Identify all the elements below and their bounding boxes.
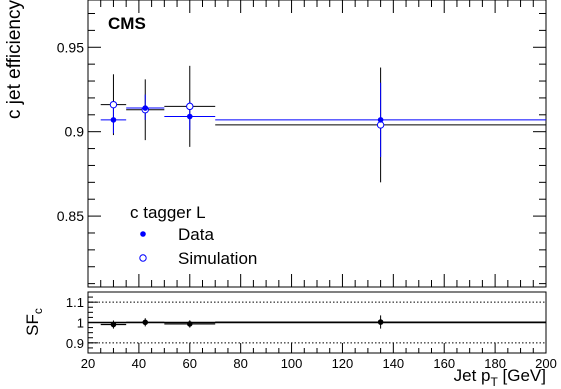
- legend: c tagger L Data Simulation: [130, 203, 257, 268]
- simulation-point: [376, 121, 385, 129]
- legend-data-marker: [140, 231, 146, 237]
- ratio-y-axis-label: SFc: [23, 308, 45, 336]
- x-tick-label: 60: [183, 356, 197, 371]
- main-plot-frame: [87, 0, 547, 288]
- x-axis-label-sub: T: [490, 375, 498, 389]
- x-axis-label-main: Jet p: [454, 366, 491, 385]
- ratio-y-tick-label: 1.1: [66, 295, 84, 310]
- sf-point: [377, 319, 384, 325]
- main-y-ticks: 0.85 0.9 0.95: [57, 13, 546, 285]
- x-tick-label: 80: [233, 356, 247, 371]
- x-tick-label: 180: [484, 356, 506, 371]
- x-tick-label: 40: [132, 356, 146, 371]
- ratio-y-ticks: 0.9 1 1.1: [66, 295, 98, 351]
- legend-simulation-marker: [139, 254, 147, 262]
- x-tick-label: 100: [281, 356, 303, 371]
- legend-simulation-label: Simulation: [178, 249, 257, 268]
- sf-point: [186, 321, 193, 327]
- data-point: [142, 105, 149, 111]
- ratio-y-tick-label: 0.9: [66, 336, 84, 351]
- x-axis-label-unit: [GeV]: [498, 366, 546, 385]
- main-y-tick-label: 0.9: [65, 124, 85, 140]
- main-data-marks: [100, 65, 546, 183]
- legend-title: c tagger L: [130, 203, 206, 222]
- simulation-point: [186, 102, 194, 111]
- experiment-label: CMS: [108, 14, 146, 33]
- ratio-y-tick-label: 1: [77, 316, 84, 331]
- sf-point: [110, 321, 117, 328]
- simulation-point: [109, 100, 118, 109]
- main-y-tick-label: 0.85: [57, 208, 84, 224]
- data-point: [186, 113, 193, 120]
- x-tick-label: 160: [433, 356, 455, 371]
- data-point: [110, 117, 117, 123]
- ratio-y-axis-label-sub: c: [31, 308, 45, 314]
- x-axis-label: Jet pT [GeV]: [454, 366, 546, 389]
- x-tick-label: 20: [81, 356, 95, 371]
- ratio-y-axis-label-main: SF: [23, 314, 42, 336]
- sf-point: [142, 319, 149, 326]
- x-tick-label: 200: [535, 356, 557, 371]
- x-tick-label: 140: [382, 356, 404, 371]
- ratio-data-marks: [100, 315, 546, 329]
- main-y-tick-label: 0.95: [57, 39, 84, 55]
- data-point: [377, 117, 384, 123]
- main-x-ticks: [87, 0, 547, 287]
- x-tick-label: 120: [332, 356, 354, 371]
- ratio-panel: 0.9 1 1.1 20 40 60 80 100 120 140 160 180 200 SFc J…: [23, 291, 557, 389]
- ratio-x-ticks: 20 40 60 80 100 120 140 160 180 200: [81, 343, 557, 371]
- main-panel: 0.85 0.9 0.95 CMS c jet efficiency c tagge…: [4, 0, 547, 288]
- legend-data-label: Data: [178, 225, 214, 244]
- main-y-axis-label: c jet efficiency: [4, 0, 25, 119]
